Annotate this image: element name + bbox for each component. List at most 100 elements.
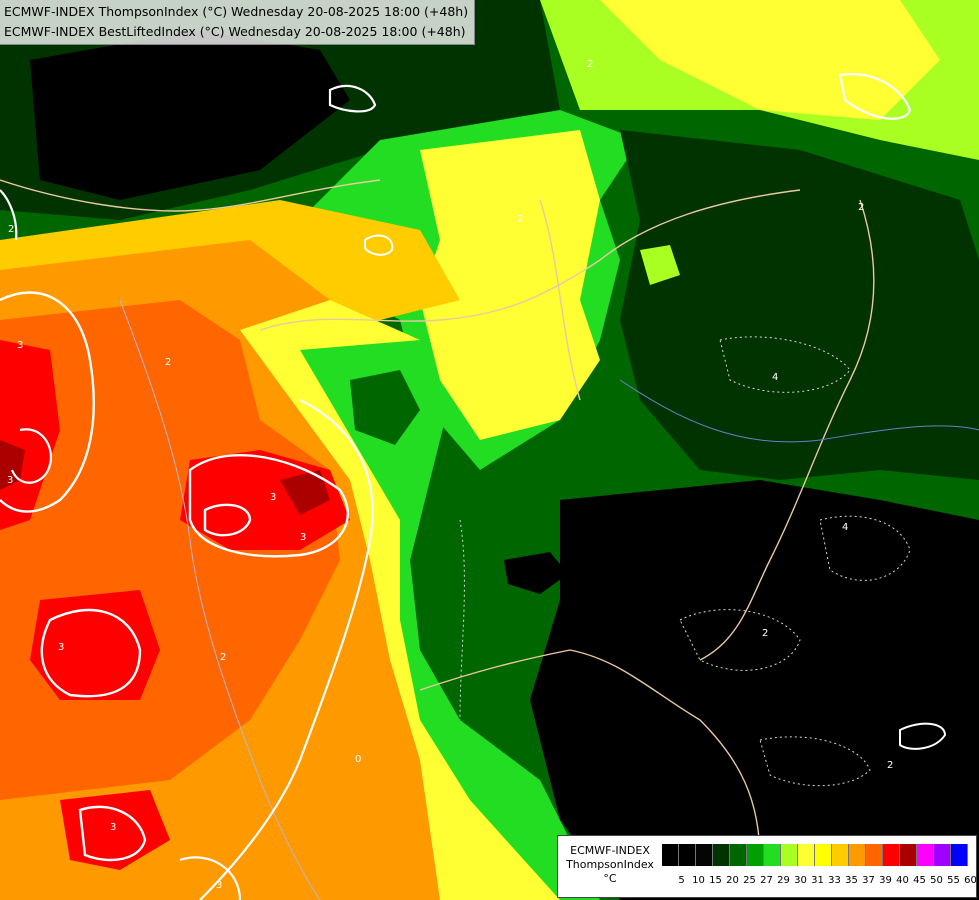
legend-tick-label: 35 bbox=[845, 875, 858, 886]
legend-tick-label: 29 bbox=[777, 875, 790, 886]
contour-label: 2 bbox=[587, 59, 593, 70]
contour-3-inner bbox=[10, 428, 53, 484]
red-patch-far-south bbox=[60, 790, 170, 870]
map-title-box: ECMWF-INDEX ThompsonIndex (°C) Wednesday… bbox=[0, 0, 476, 45]
border-line bbox=[419, 649, 761, 861]
darkred-patch bbox=[0, 440, 25, 490]
legend-swatch bbox=[747, 844, 764, 866]
yellow-strip bbox=[240, 300, 600, 900]
border-line bbox=[259, 189, 801, 331]
contour-label: 4 bbox=[842, 522, 848, 533]
contour-label: 3 bbox=[17, 340, 23, 351]
contour-label: 3 bbox=[7, 475, 13, 486]
map-title-line-1: ECMWF-INDEX ThompsonIndex (°C) Wednesday… bbox=[4, 4, 469, 19]
contour-4-dotted bbox=[819, 515, 911, 581]
dark-green-east bbox=[620, 130, 979, 480]
legend-swatch bbox=[934, 844, 951, 866]
legend-tick-label: 27 bbox=[760, 875, 773, 886]
legend-tick-label: 5 bbox=[678, 875, 685, 886]
legend-swatch bbox=[798, 844, 815, 866]
border-line bbox=[539, 199, 581, 401]
legend-tick-label: 37 bbox=[862, 875, 875, 886]
legend-swatches bbox=[662, 844, 968, 866]
contour-label: 2 bbox=[8, 224, 14, 235]
river-line bbox=[619, 379, 979, 443]
legend-swatch bbox=[883, 844, 900, 866]
black-north bbox=[30, 30, 350, 200]
contour-2-dotted bbox=[759, 736, 871, 787]
contour-0 bbox=[199, 399, 374, 900]
contour-label: 2 bbox=[858, 202, 864, 213]
legend-tick-label: 39 bbox=[879, 875, 892, 886]
contour-label: 2 bbox=[887, 760, 893, 771]
contour-3 bbox=[179, 856, 242, 900]
red-patch-south bbox=[30, 590, 160, 700]
legend-swatch bbox=[713, 844, 730, 866]
legend-tick-label: 60 bbox=[964, 875, 977, 886]
legend-swatch bbox=[951, 844, 968, 866]
legend-swatch bbox=[917, 844, 934, 866]
contour-label: 3 bbox=[110, 822, 116, 833]
legend-label-line-2: ThompsonIndex bbox=[566, 858, 654, 871]
legend-tick-label: 55 bbox=[947, 875, 960, 886]
legend-swatch bbox=[781, 844, 798, 866]
contour-label: 3 bbox=[216, 880, 222, 891]
legend-label: ECMWF-INDEX ThompsonIndex °C bbox=[562, 844, 658, 886]
green-blob-central bbox=[350, 370, 420, 445]
contour-3 bbox=[0, 291, 95, 513]
contour-dotted bbox=[459, 519, 465, 721]
contour-3 bbox=[40, 608, 142, 698]
contour-2 bbox=[0, 189, 18, 241]
contour-label: 2 bbox=[165, 357, 171, 368]
contour-label: 2 bbox=[220, 652, 226, 663]
contour-2 bbox=[899, 722, 947, 750]
legend-tick-label: 15 bbox=[709, 875, 722, 886]
yellow-central bbox=[420, 130, 600, 440]
map-title-line-2: ECMWF-INDEX BestLiftedIndex (°C) Wednesd… bbox=[4, 24, 466, 39]
black-southeast bbox=[530, 480, 979, 900]
legend-swatch bbox=[730, 844, 747, 866]
lime-blob-east bbox=[640, 245, 680, 285]
legend-tick-label: 40 bbox=[896, 875, 909, 886]
contour-label: 3 bbox=[270, 492, 276, 503]
legend-label-line-1: ECMWF-INDEX bbox=[570, 844, 650, 857]
legend-swatch bbox=[764, 844, 781, 866]
border-line bbox=[0, 179, 381, 212]
legend-ticks: 5 10 15 20 25 27 29 30 31 33 35 37 39 40 45 50 55 60 bbox=[673, 874, 979, 888]
legend-tick-label: 33 bbox=[828, 875, 841, 886]
legend-swatch bbox=[815, 844, 832, 866]
contour-2 bbox=[364, 234, 394, 256]
legend-tick-label: 31 bbox=[811, 875, 824, 886]
contour-2 bbox=[328, 84, 377, 113]
legend-label-line-3: °C bbox=[603, 872, 617, 885]
yellow-northeast bbox=[600, 0, 940, 120]
legend-tick-label: 20 bbox=[726, 875, 739, 886]
contour-label: 0 bbox=[355, 754, 361, 765]
contour-label: 4 bbox=[772, 372, 778, 383]
contour-label: 3 bbox=[300, 532, 306, 543]
legend-tick-label: 25 bbox=[743, 875, 756, 886]
contour-3-inner bbox=[203, 503, 252, 537]
contour-label: 2 bbox=[517, 214, 523, 225]
legend-swatch bbox=[900, 844, 917, 866]
contour-4-dotted bbox=[719, 336, 851, 393]
border-line bbox=[699, 199, 875, 661]
contour-3 bbox=[188, 453, 350, 558]
legend-swatch bbox=[849, 844, 866, 866]
contour-3 bbox=[78, 805, 147, 862]
darkred-patch-central bbox=[280, 470, 330, 515]
legend-swatch bbox=[662, 844, 679, 866]
legend-tick-label: 50 bbox=[930, 875, 943, 886]
legend-swatch bbox=[866, 844, 883, 866]
contour-2-dotted bbox=[679, 609, 801, 671]
river-line bbox=[119, 299, 321, 900]
legend-tick-label: 10 bbox=[692, 875, 705, 886]
color-legend: ECMWF-INDEX ThompsonIndex °C 5 10 15 20 25 27… bbox=[557, 835, 977, 898]
legend-swatch bbox=[679, 844, 696, 866]
contour-label: 3 bbox=[58, 642, 64, 653]
legend-swatch bbox=[696, 844, 713, 866]
contour-label: 2 bbox=[762, 628, 768, 639]
legend-tick-label: 45 bbox=[913, 875, 926, 886]
